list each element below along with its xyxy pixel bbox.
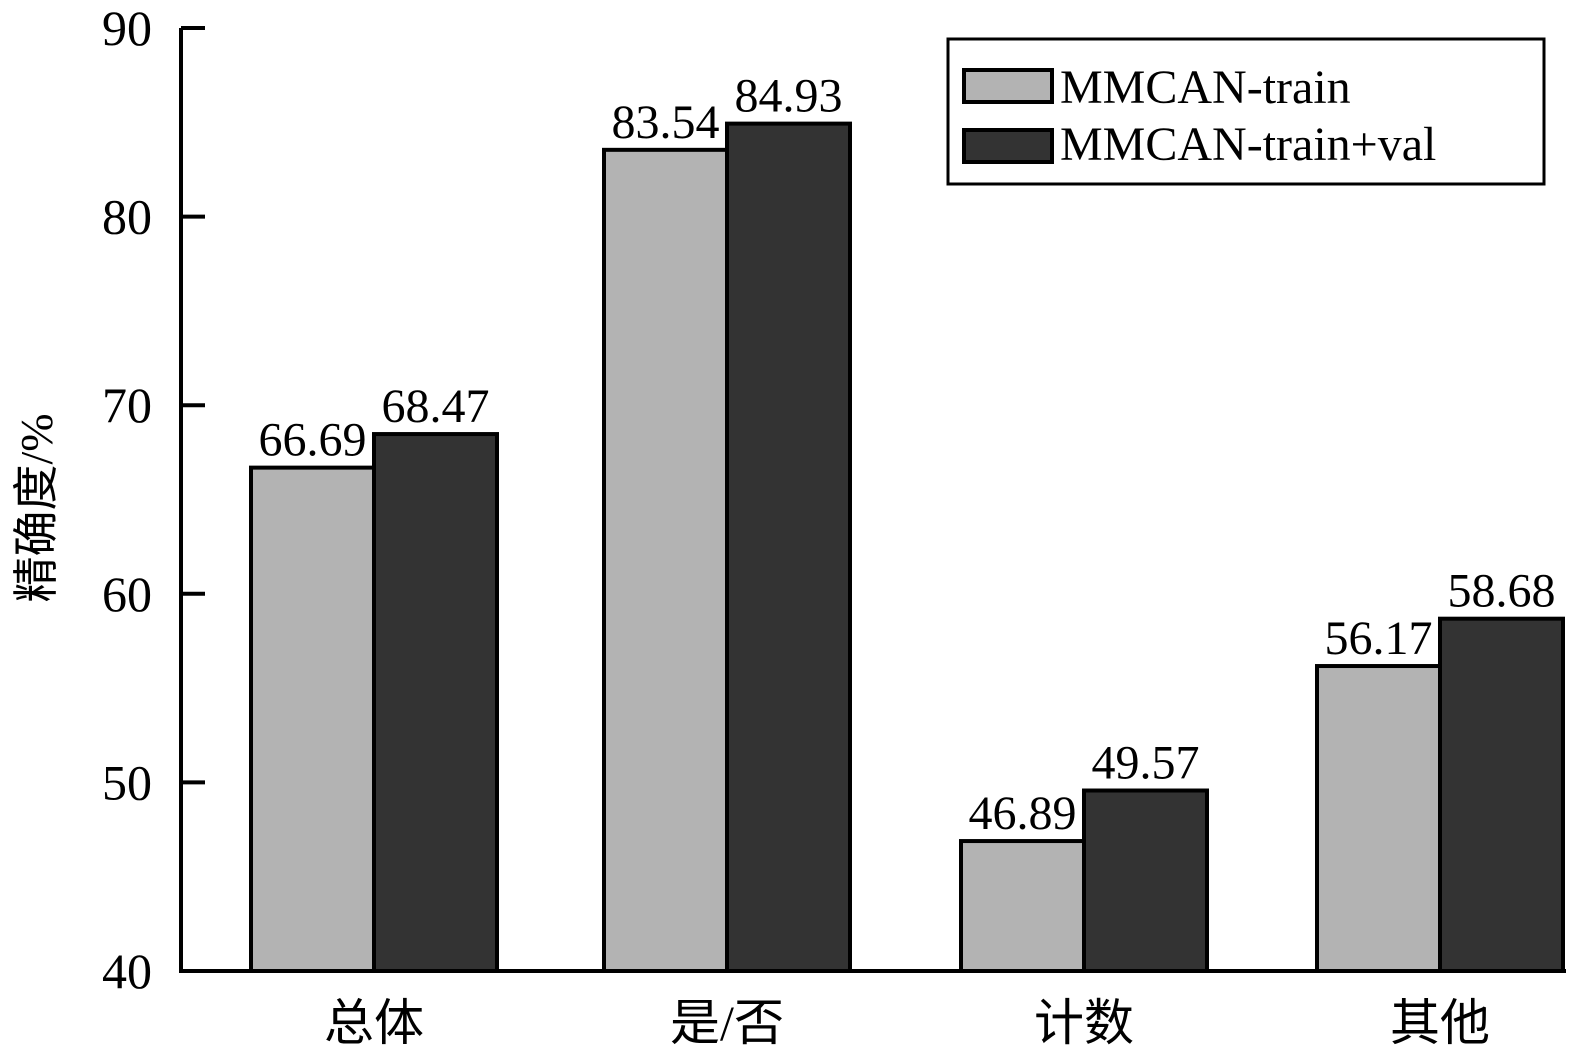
x-category-label: 其他 bbox=[1390, 995, 1490, 1051]
bar-value-label: 84.93 bbox=[735, 70, 843, 123]
legend-label-train-val: MMCAN-train+val bbox=[1060, 118, 1436, 171]
bar-train-val bbox=[1082, 788, 1209, 974]
bar-value-label: 83.54 bbox=[612, 96, 720, 149]
legend: MMCAN-train MMCAN-train+val bbox=[946, 37, 1546, 186]
x-category-label: 计数 bbox=[1034, 995, 1134, 1051]
bar-train bbox=[249, 465, 376, 973]
y-tick-label: 90 bbox=[102, 0, 152, 56]
bar-value-label: 58.68 bbox=[1448, 565, 1556, 618]
bar-train-val bbox=[1438, 616, 1565, 973]
x-category-label: 是/否 bbox=[670, 995, 784, 1051]
bar-train bbox=[602, 147, 729, 974]
x-category-label: 总体 bbox=[324, 995, 424, 1051]
data-labels-layer: 66.69 68.47 83.54 84.93 46.89 49.57 56.17 58.68 bbox=[259, 70, 1556, 840]
legend-swatch-train-val bbox=[962, 128, 1054, 164]
axes-layer bbox=[179, 28, 1566, 973]
bars-layer bbox=[249, 121, 1565, 974]
y-tick-label: 50 bbox=[102, 754, 152, 810]
bar-value-label: 46.89 bbox=[969, 787, 1077, 840]
legend-swatch-train bbox=[962, 68, 1054, 104]
bar-train bbox=[959, 839, 1086, 974]
bar-value-label: 66.69 bbox=[259, 414, 367, 467]
y-tick-label: 80 bbox=[102, 189, 152, 245]
category-labels-layer: 总体 是/否 计数 其他 bbox=[324, 995, 1490, 1051]
legend-label-train: MMCAN-train bbox=[1060, 61, 1351, 114]
bar-train-val bbox=[725, 121, 852, 974]
bar-value-label: 56.17 bbox=[1325, 612, 1433, 665]
y-axis-title: 精确度/% bbox=[11, 413, 62, 602]
y-tick-label: 70 bbox=[102, 377, 152, 433]
y-tick-label: 40 bbox=[102, 943, 152, 999]
y-ticks-layer: 40 50 60 70 80 90 bbox=[102, 0, 205, 999]
bar-train bbox=[1315, 664, 1442, 973]
bar-value-label: 49.57 bbox=[1092, 737, 1200, 790]
bar-train-val bbox=[372, 432, 499, 973]
bar-value-label: 68.47 bbox=[382, 380, 490, 433]
y-tick-label: 60 bbox=[102, 566, 152, 622]
